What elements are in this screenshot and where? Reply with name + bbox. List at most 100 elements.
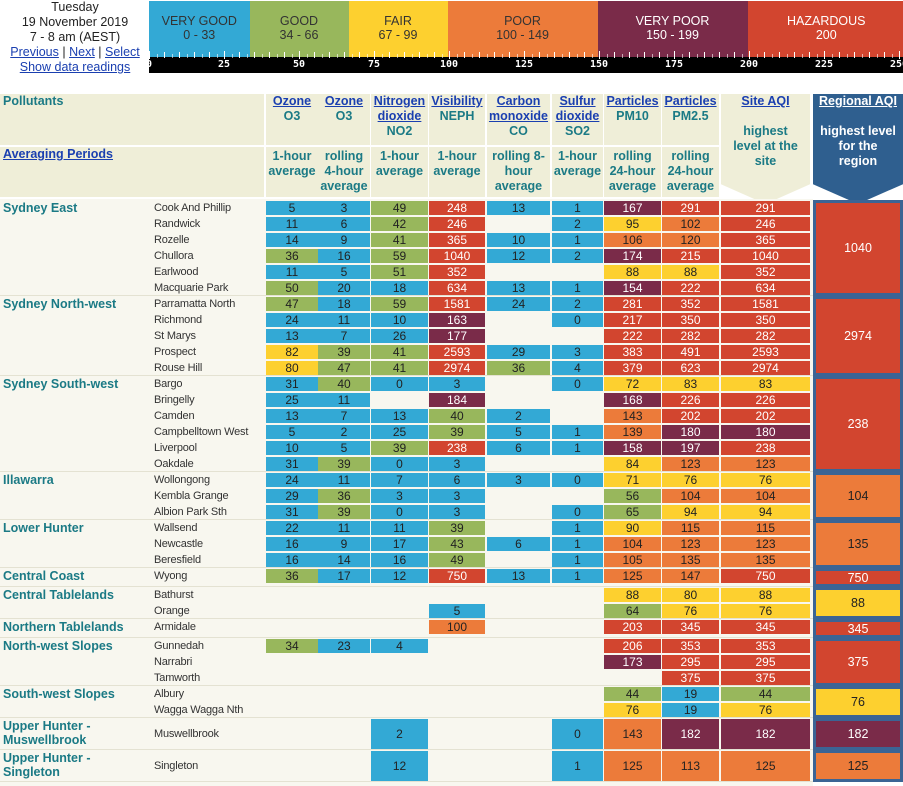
- scale-tick: [546, 54, 548, 58]
- pollutant-link[interactable]: Ozone: [272, 94, 312, 108]
- pollutant-link[interactable]: Ozone: [324, 94, 364, 108]
- scale-tick: [351, 54, 353, 58]
- region-name: North-west Slopes: [3, 639, 113, 653]
- reading-cell: 1: [552, 281, 603, 295]
- reading-cell: 375: [662, 671, 719, 685]
- reading-cell: 16: [371, 553, 428, 567]
- site-aqi-cell: 115: [721, 521, 810, 535]
- period-header: rolling 24-hour average: [662, 147, 719, 197]
- region-divider: [0, 618, 813, 619]
- scale-tick: [404, 52, 405, 58]
- reading-cell: 9: [318, 233, 370, 247]
- scale-tick: [276, 54, 278, 58]
- reading-cell: 2: [487, 409, 550, 423]
- pollutant-code: NEPH: [439, 109, 475, 123]
- scale-tick: [674, 51, 675, 59]
- period-header: rolling 4-hour average: [318, 147, 370, 197]
- site-name: Newcastle: [154, 538, 203, 550]
- select-link[interactable]: Select: [105, 45, 140, 59]
- reading-cell: 3: [318, 201, 370, 215]
- reading-cell: 1: [552, 425, 603, 439]
- band-label: GOOD: [279, 14, 319, 28]
- scale-tick-label: 175: [664, 59, 684, 70]
- next-link[interactable]: Next: [69, 45, 95, 59]
- reading-cell: 623: [662, 361, 719, 375]
- reading-cell: 12: [371, 751, 428, 781]
- reading-cell: 36: [266, 569, 318, 583]
- regional-aqi-cell: 182: [813, 718, 903, 750]
- reading-cell: 59: [371, 297, 428, 311]
- band-label: VERY POOR: [635, 14, 710, 28]
- reading-cell: 2974: [429, 361, 485, 375]
- date-info: Tuesday 19 November 2019 7 - 8 am (AEST)…: [0, 0, 150, 75]
- scale-tick: [666, 54, 668, 58]
- reading-cell: 383: [604, 345, 661, 359]
- scale-tick-label: 225: [814, 59, 834, 70]
- scale-tick: [651, 54, 653, 58]
- region-divider: [0, 637, 813, 638]
- regional-aqi-value: 76: [851, 695, 865, 709]
- site-aqi-cell: 353: [721, 639, 810, 653]
- reading-cell: 491: [662, 345, 719, 359]
- site-aqi-cell: 76: [721, 703, 810, 717]
- previous-link[interactable]: Previous: [10, 45, 59, 59]
- reading-cell: 2: [552, 249, 603, 263]
- show-data-readings-link[interactable]: Show data readings: [19, 60, 131, 74]
- reading-cell: 135: [662, 553, 719, 567]
- region-divider: [0, 749, 813, 750]
- reading-cell: 139: [604, 425, 661, 439]
- pollutant-link[interactable]: Carbon monoxide: [488, 94, 549, 123]
- scale-tick: [419, 52, 420, 58]
- scale-band-0: VERY GOOD 0 - 33: [149, 1, 250, 57]
- reading-cell: 14: [266, 233, 318, 247]
- reading-cell: 13: [487, 281, 550, 295]
- pollutant-link[interactable]: Particles: [664, 94, 717, 108]
- region-divider: [0, 295, 813, 296]
- day-label: Tuesday: [51, 0, 99, 14]
- scale-tick: [531, 54, 533, 58]
- site-aqi-cell: 1040: [721, 249, 810, 263]
- pollutant-link[interactable]: Sulfur dioxide: [555, 94, 600, 123]
- reading-cell: 80: [662, 588, 719, 602]
- pollutant-header-pm10: Particles PM10: [604, 94, 661, 145]
- reading-cell: 123: [662, 537, 719, 551]
- region-divider: [0, 586, 813, 587]
- scale-tick: [749, 51, 750, 59]
- site-aqi-cell: 291: [721, 201, 810, 215]
- reading-cell: 20: [318, 281, 370, 295]
- scale-tick: [591, 54, 593, 58]
- site-aqi-cell: 76: [721, 604, 810, 618]
- scale-tick: [449, 51, 450, 59]
- pollutant-code: NO2: [386, 124, 413, 138]
- reading-cell: 106: [604, 233, 661, 247]
- scale-tick: [869, 52, 870, 58]
- site-name: Campbelltown West: [154, 426, 249, 438]
- pollutant-header-no2: Nitrogen dioxide NO2: [371, 94, 428, 145]
- averaging-periods-link[interactable]: Averaging Periods: [3, 147, 113, 161]
- reading-cell: 94: [662, 505, 719, 519]
- pollutant-link[interactable]: Particles: [606, 94, 659, 108]
- pollutant-link[interactable]: Nitrogen dioxide: [373, 94, 426, 123]
- scale-tick: [284, 52, 285, 58]
- reading-cell: 13: [266, 329, 318, 343]
- site-aqi-desc: highest level at the site: [733, 124, 798, 168]
- reading-cell: 3: [429, 457, 485, 471]
- reading-cell: 31: [266, 457, 318, 471]
- reading-cell: 3: [487, 473, 550, 487]
- scale-tick: [299, 51, 300, 59]
- scale-tick: [314, 52, 315, 58]
- site-name: Tamworth: [154, 672, 201, 684]
- reading-cell: 71: [604, 473, 661, 487]
- period-header: 1-hour average: [266, 147, 318, 197]
- site-aqi-cell: 94: [721, 505, 810, 519]
- site-name: Bargo: [154, 378, 183, 390]
- pollutant-link[interactable]: Visibility: [431, 94, 483, 108]
- reading-cell: 1: [552, 751, 603, 781]
- region-divider: [0, 717, 813, 718]
- scale-tick: [329, 52, 330, 58]
- reading-cell: 0: [552, 313, 603, 327]
- scale-tick: [231, 54, 233, 58]
- reading-cell: 202: [662, 409, 719, 423]
- site-aqi-link[interactable]: Site AQI: [741, 94, 790, 108]
- regional-aqi-link[interactable]: Regional AQI: [818, 94, 897, 108]
